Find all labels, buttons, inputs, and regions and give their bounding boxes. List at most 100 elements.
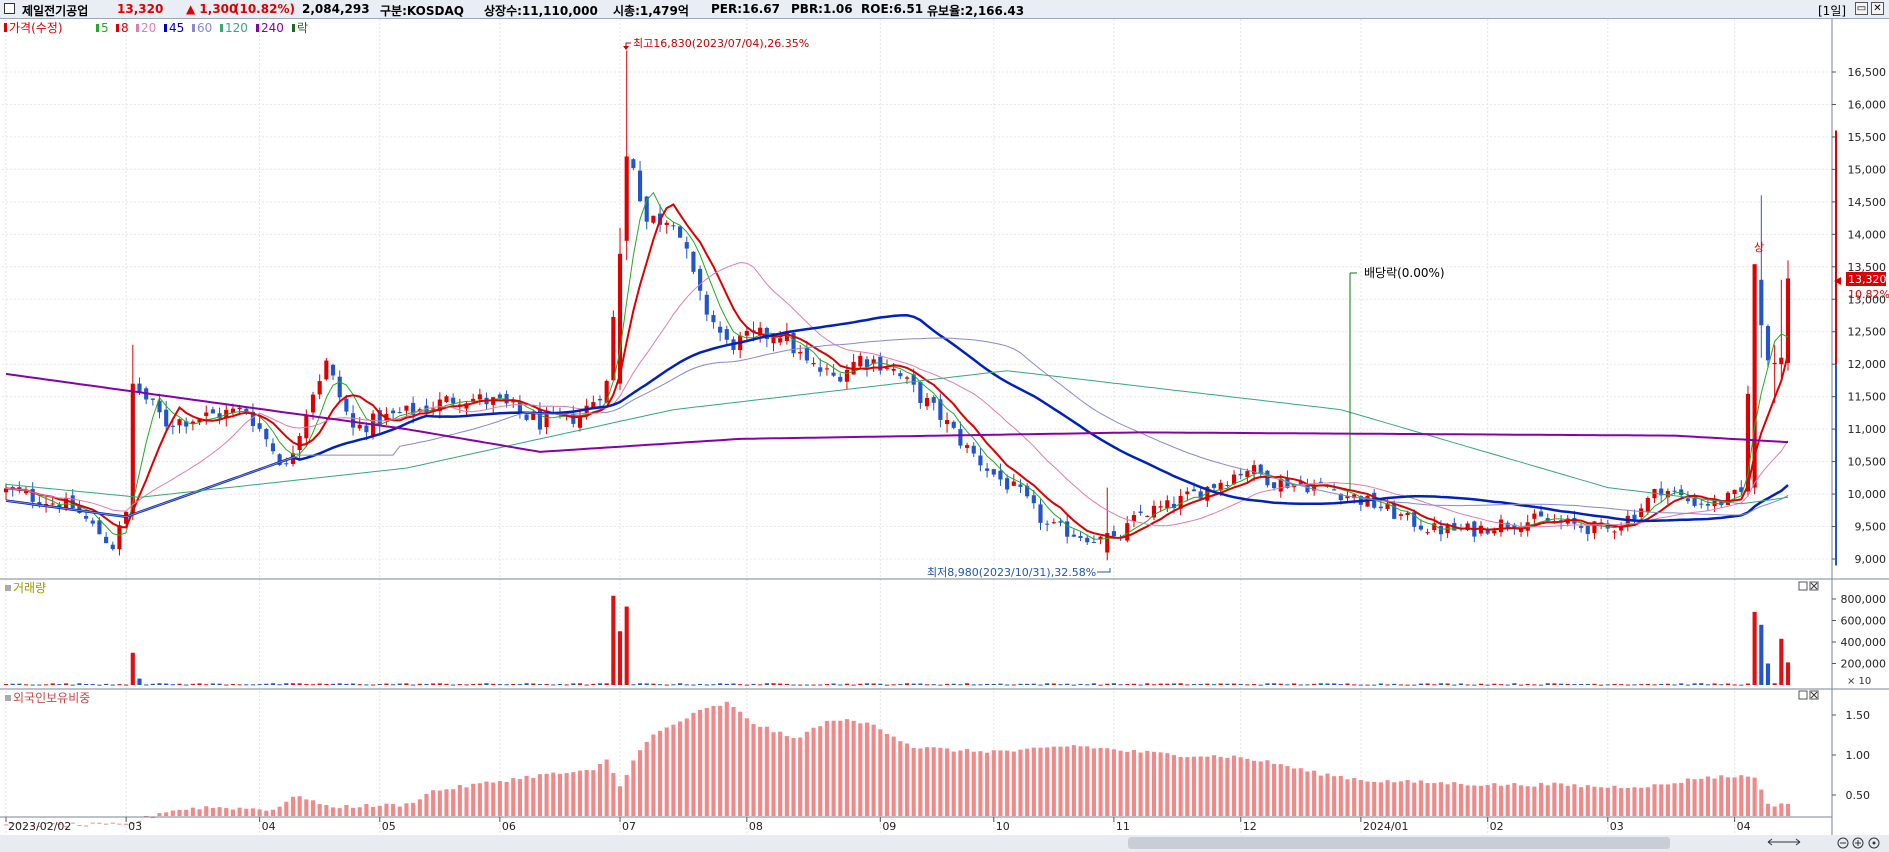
foreign-bar	[130, 823, 135, 825]
price-tick-label: 10,500	[1848, 456, 1887, 469]
volume-bar	[130, 652, 135, 685]
volume-bar	[250, 684, 256, 686]
foreign-bar	[1472, 785, 1477, 816]
candle-body	[537, 409, 543, 430]
candle-body	[1752, 264, 1757, 488]
foreign-panel-max-button[interactable]	[1798, 690, 1808, 700]
scroll-arrows-icon[interactable]	[1767, 838, 1801, 846]
foreign-bar	[691, 712, 696, 816]
candle-body	[1432, 523, 1437, 531]
foreign-ownership-panel	[3, 701, 1791, 828]
candle-body	[1378, 506, 1383, 509]
zoom-in-icon[interactable]	[1852, 837, 1864, 849]
volume-bar	[1785, 662, 1791, 685]
candle-body	[1418, 525, 1423, 530]
candle-body	[778, 338, 783, 343]
volume-bar	[804, 684, 809, 686]
period-selector[interactable]: [1일]	[1818, 4, 1847, 18]
volume-bar	[1198, 683, 1203, 685]
volume-bar	[557, 684, 563, 686]
volume-bar	[364, 684, 369, 686]
candle-body	[217, 413, 222, 419]
market-cap: 시총:1,479억	[613, 4, 689, 18]
volume-bar	[1732, 684, 1737, 686]
foreign-bar	[804, 731, 809, 816]
volume-bar	[884, 684, 890, 686]
volume-bar	[1765, 663, 1771, 685]
volume-bar	[330, 683, 336, 685]
foreign-bar	[1125, 751, 1130, 816]
foreign-bar	[531, 777, 536, 816]
foreign-panel-close-button[interactable]	[1809, 690, 1819, 700]
candle-body	[1705, 503, 1710, 506]
volume-panel	[3, 595, 1791, 686]
foreign-bar	[397, 806, 402, 816]
volume-bar	[1405, 684, 1410, 686]
candle-body	[1412, 512, 1417, 527]
legend-item-label: 8	[121, 21, 129, 35]
candle-body	[1518, 528, 1524, 532]
candle-body	[1138, 511, 1143, 513]
foreign-bar	[644, 741, 649, 816]
volume-bar	[150, 683, 155, 685]
foreign-bar	[824, 720, 829, 816]
volume-bar	[317, 683, 322, 685]
volume-bar	[1051, 683, 1056, 685]
candle-body	[404, 405, 409, 411]
horizontal-scrollbar[interactable]	[1128, 837, 1670, 849]
foreign-bar	[1398, 781, 1403, 816]
volume-bar	[1171, 683, 1177, 685]
foreign-bar	[1579, 787, 1584, 816]
volume-bar	[1512, 683, 1517, 685]
volume-bar	[1091, 683, 1096, 685]
volume-panel-close-button[interactable]	[1809, 581, 1819, 591]
volume-bar	[1185, 684, 1190, 686]
volume-bar	[411, 684, 416, 686]
candle-body	[324, 360, 329, 380]
candle-body	[1619, 526, 1624, 531]
volume-bar	[1005, 684, 1010, 686]
volume-bar	[204, 684, 209, 686]
stock-chart[interactable]: 9,000 9,500 10,000 10,500 11,000 11,500 12,000…	[0, 19, 1889, 852]
foreign-bar	[791, 738, 796, 816]
close-button[interactable]: ✕	[1871, 2, 1884, 15]
foreign-bar	[1158, 752, 1163, 816]
foreign-bar	[1292, 768, 1297, 816]
volume-bar	[864, 683, 870, 685]
candle-body	[1332, 489, 1337, 491]
restore-button[interactable]: ▭	[1855, 2, 1868, 15]
volume-bar	[1685, 684, 1690, 686]
foreign-bar	[958, 750, 963, 816]
candle-body	[1265, 470, 1270, 486]
foreign-bar	[1672, 783, 1677, 816]
candle-body	[1345, 495, 1350, 499]
zoom-reset-icon[interactable]	[1868, 837, 1880, 849]
volume-bar	[30, 684, 35, 686]
candle-body	[1685, 498, 1690, 502]
volume-bar	[744, 684, 749, 686]
volume-bar	[918, 683, 923, 685]
high-annotation: 최고16,830(2023/07/04),26.35%	[623, 37, 809, 50]
volume-bar	[965, 683, 970, 685]
volume-bar	[664, 684, 669, 686]
candle-body	[1091, 542, 1096, 544]
candle-body	[1031, 495, 1036, 504]
volume-bar	[70, 684, 75, 686]
panel-toggle-checkbox[interactable]	[4, 3, 15, 14]
foreign-bar	[1625, 787, 1630, 816]
volume-bar	[1365, 684, 1370, 686]
volume-bar	[1452, 684, 1457, 686]
candle-body	[30, 488, 35, 502]
volume-bar	[1772, 683, 1777, 685]
foreign-bar	[43, 822, 49, 824]
volume-panel-max-button[interactable]	[1798, 581, 1808, 591]
zoom-out-icon[interactable]	[1837, 837, 1849, 849]
foreign-bar	[738, 711, 743, 816]
volume-bar	[124, 684, 129, 686]
volume-bar	[1552, 683, 1557, 685]
volume-bar	[1719, 684, 1724, 686]
foreign-bar	[497, 781, 502, 816]
x-tick-label: 10	[996, 820, 1010, 833]
volume-bar	[1632, 684, 1637, 686]
foreign-bar	[724, 701, 729, 816]
